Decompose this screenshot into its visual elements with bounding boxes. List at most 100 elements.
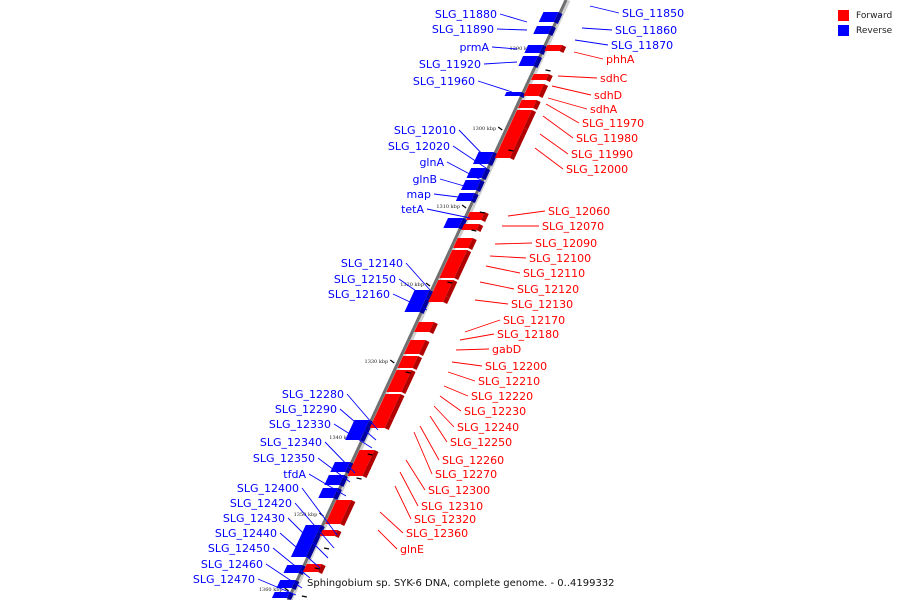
forward-gene-block[interactable] <box>430 280 458 298</box>
forward-gene-label[interactable]: SLG_12200 <box>485 360 547 373</box>
reverse-gene-block[interactable] <box>538 12 563 24</box>
reverse-gene-block[interactable] <box>533 26 556 36</box>
forward-gene-label[interactable]: sdhA <box>590 103 618 116</box>
forward-gene-label[interactable]: SLG_12260 <box>442 454 504 467</box>
reverse-gene-label[interactable]: SLG_12290 <box>275 403 337 416</box>
forward-gene-label[interactable]: SLG_12070 <box>542 220 604 233</box>
forward-gene-label[interactable]: SLG_12210 <box>478 375 540 388</box>
reverse-gene-label[interactable]: SLG_12440 <box>215 527 277 540</box>
reverse-gene-label[interactable]: SLG_12420 <box>230 497 292 510</box>
forward-gene-block[interactable] <box>544 45 567 53</box>
forward-gene-label[interactable]: SLG_12360 <box>406 527 468 540</box>
reverse-gene-label[interactable]: map <box>407 188 431 201</box>
reverse-gene-block[interactable] <box>345 420 374 442</box>
forward-gene-label[interactable]: SLG_12060 <box>548 205 610 218</box>
reverse-gene-label[interactable]: SLG_11860 <box>615 24 677 37</box>
reverse-gene-block[interactable] <box>518 56 543 68</box>
forward-gene-label[interactable]: SLG_12310 <box>421 500 483 513</box>
reverse-gene-label[interactable]: SLG_12470 <box>193 573 255 586</box>
reverse-gene-block[interactable] <box>460 180 485 192</box>
forward-gene-block[interactable] <box>428 296 450 304</box>
forward-gene-label[interactable]: SLG_12220 <box>471 390 533 403</box>
reverse-gene-block[interactable] <box>324 475 348 487</box>
forward-gene-block[interactable] <box>325 500 356 526</box>
forward-gene-block[interactable] <box>374 394 405 420</box>
forward-gene-block[interactable] <box>517 100 541 110</box>
reverse-gene-block[interactable] <box>283 565 307 575</box>
reverse-gene-label[interactable]: SLG_12140 <box>341 257 403 270</box>
forward-gene-label[interactable]: SLG_12240 <box>457 421 519 434</box>
forward-gene-label[interactable]: SLG_11970 <box>582 117 644 130</box>
reverse-gene-block[interactable] <box>318 488 342 500</box>
forward-gene-block[interactable] <box>403 340 430 356</box>
forward-gene-block[interactable] <box>439 250 472 280</box>
forward-gene-block[interactable] <box>397 356 423 370</box>
forward-gene-label[interactable]: sdhD <box>594 89 622 102</box>
forward-gene-label[interactable]: SLG_12320 <box>414 513 476 526</box>
forward-gene-label[interactable]: SLG_12180 <box>497 328 559 341</box>
reverse-gene-label[interactable]: SLG_12280 <box>282 388 344 401</box>
reverse-gene-block[interactable] <box>455 193 479 203</box>
forward-gene-block[interactable] <box>302 564 326 574</box>
reverse-gene-label[interactable]: SLG_12460 <box>201 558 263 571</box>
forward-gene-label[interactable]: SLG_12230 <box>464 405 526 418</box>
reverse-gene-block[interactable] <box>276 580 300 590</box>
reverse-gene-label[interactable]: glnA <box>419 156 444 169</box>
reverse-gene-label[interactable]: SLG_11960 <box>413 75 475 88</box>
reverse-gene-label[interactable]: SLG_12350 <box>253 452 315 465</box>
forward-gene-block[interactable] <box>347 466 372 478</box>
reverse-gene-label[interactable]: SLG_11870 <box>611 39 673 52</box>
reverse-gene-label[interactable]: SLG_11890 <box>432 23 494 36</box>
reverse-gene-label[interactable]: tetA <box>401 203 424 216</box>
forward-gene-block[interactable] <box>523 84 549 98</box>
reverse-gene-block[interactable] <box>524 45 548 55</box>
forward-gene-label[interactable]: SLG_12130 <box>511 298 573 311</box>
forward-gene-block[interactable] <box>453 238 477 250</box>
forward-gene-label[interactable]: SLG_12250 <box>450 436 512 449</box>
forward-gene-label[interactable]: SLG_12090 <box>535 237 597 250</box>
forward-gene-label[interactable]: SLG_12300 <box>428 484 490 497</box>
forward-gene-block[interactable] <box>461 224 484 232</box>
reverse-gene-block[interactable] <box>271 592 294 600</box>
reverse-gene-label[interactable]: prmA <box>459 41 489 54</box>
reverse-gene-label[interactable]: SLG_12150 <box>334 273 396 286</box>
reverse-gene-label[interactable]: SLG_12450 <box>208 542 270 555</box>
forward-gene-label[interactable]: gabD <box>492 343 521 356</box>
reverse-gene-label[interactable]: SLG_12160 <box>328 288 390 301</box>
reverse-gene-label[interactable]: SLG_11880 <box>435 8 497 21</box>
forward-gene-label[interactable]: SLG_12100 <box>529 252 591 265</box>
forward-gene-label[interactable]: glnE <box>400 543 424 556</box>
forward-gene-label[interactable]: SLG_11980 <box>576 132 638 145</box>
forward-gene-block[interactable] <box>530 74 553 82</box>
reverse-gene-block[interactable] <box>504 92 526 98</box>
forward-gene-block[interactable] <box>386 370 416 394</box>
reverse-gene-label[interactable]: SLG_11920 <box>419 58 481 71</box>
reverse-gene-label[interactable]: SLG_11850 <box>622 7 684 20</box>
reverse-gene-label[interactable]: SLG_12400 <box>237 482 299 495</box>
reverse-gene-label[interactable]: tfdA <box>283 468 306 481</box>
reverse-gene-block[interactable] <box>473 152 498 166</box>
reverse-gene-label[interactable]: SLG_12330 <box>269 418 331 431</box>
forward-gene-block[interactable] <box>414 322 438 334</box>
forward-gene-block[interactable] <box>466 212 489 222</box>
forward-gene-block[interactable] <box>508 110 537 130</box>
reverse-gene-block[interactable] <box>290 535 321 559</box>
forward-gene-label[interactable]: SLG_12000 <box>566 163 628 176</box>
forward-gene-label[interactable]: SLG_12170 <box>503 314 565 327</box>
forward-gene-label[interactable]: SLG_12110 <box>523 267 585 280</box>
forward-gene-label[interactable]: phhA <box>606 53 635 66</box>
leader-line <box>439 178 479 191</box>
reverse-gene-label[interactable]: glnB <box>412 173 437 186</box>
forward-gene-label[interactable]: sdhC <box>600 72 628 85</box>
reverse-gene-label[interactable]: SLG_12340 <box>260 436 322 449</box>
reverse-gene-label[interactable]: SLG_12430 <box>223 512 285 525</box>
forward-gene-label[interactable]: SLG_12270 <box>435 468 497 481</box>
forward-gene-label[interactable]: SLG_11990 <box>571 148 633 161</box>
forward-gene-block[interactable] <box>319 530 342 538</box>
reverse-gene-label[interactable]: SLG_12010 <box>394 124 456 137</box>
forward-gene-label[interactable]: SLG_12120 <box>517 283 579 296</box>
reverse-gene-block[interactable] <box>443 218 467 230</box>
forward-gene-block[interactable] <box>494 128 528 160</box>
reverse-gene-label[interactable]: SLG_12020 <box>388 140 450 153</box>
reverse-gene-block[interactable] <box>466 168 491 180</box>
